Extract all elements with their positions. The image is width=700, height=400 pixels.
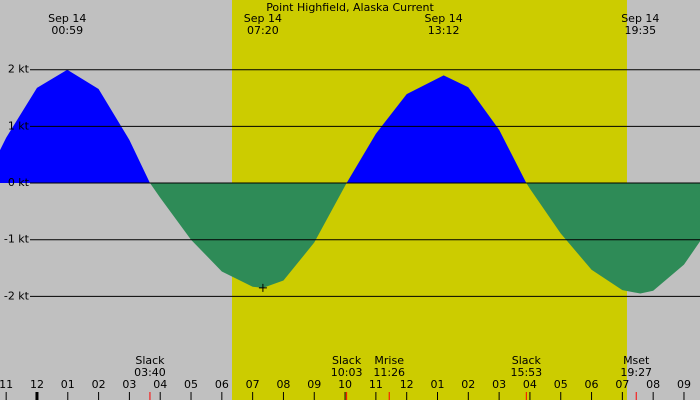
x-tick-label: 07	[246, 378, 260, 391]
ebb-area	[149, 183, 700, 294]
x-tick-label: 02	[92, 378, 106, 391]
x-tick-label: 12	[30, 378, 44, 391]
y-tick-label: -2 kt	[4, 289, 30, 302]
x-tick-label: 08	[646, 378, 660, 391]
event-label: Mrise	[374, 354, 404, 367]
event-time: 19:27	[620, 366, 652, 379]
x-tick-label: 11	[0, 378, 13, 391]
x-tick-label: 09	[677, 378, 691, 391]
extreme-date: Sep 14	[244, 12, 282, 25]
event-label: Slack	[512, 354, 542, 367]
extreme-time: 19:35	[624, 24, 656, 37]
extreme-date: Sep 14	[621, 12, 659, 25]
y-tick-label: 2 kt	[8, 63, 30, 76]
x-tick-label: 11	[369, 378, 383, 391]
x-tick-label: 12	[400, 378, 414, 391]
x-tick-label: 09	[307, 378, 321, 391]
event-label: Slack	[332, 354, 362, 367]
x-tick-label: 04	[523, 378, 537, 391]
y-tick-label: 0 kt	[8, 176, 30, 189]
extreme-time: 13:12	[428, 24, 460, 37]
x-tick-label: 06	[215, 378, 229, 391]
y-tick-label: 1 kt	[8, 119, 30, 132]
x-tick-label: 06	[585, 378, 599, 391]
flood-area	[0, 69, 700, 184]
event-time: 11:26	[373, 366, 405, 379]
event-label: Mset	[623, 354, 650, 367]
x-tick-label: 08	[276, 378, 290, 391]
extreme-date: Sep 14	[48, 12, 86, 25]
x-tick-label: 05	[554, 378, 568, 391]
x-tick-label: 03	[492, 378, 506, 391]
x-tick-label: 04	[153, 378, 167, 391]
x-tick-label: 02	[461, 378, 475, 391]
x-tick-label: 05	[184, 378, 198, 391]
chart-title: Point Highfield, Alaska Current	[266, 1, 434, 14]
extreme-time: 07:20	[247, 24, 279, 37]
y-tick-label: -1 kt	[4, 233, 30, 246]
event-time: 10:03	[331, 366, 363, 379]
extreme-marker	[258, 283, 267, 292]
x-tick-label: 07	[615, 378, 629, 391]
event-time: 15:53	[510, 366, 542, 379]
x-tick-label: 01	[61, 378, 75, 391]
event-time: 03:40	[134, 366, 166, 379]
x-tick-label: 01	[431, 378, 445, 391]
event-label: Slack	[135, 354, 165, 367]
x-tick-label: 03	[122, 378, 136, 391]
extreme-time: 00:59	[51, 24, 83, 37]
extreme-date: Sep 14	[425, 12, 463, 25]
x-tick-label: 10	[338, 378, 352, 391]
